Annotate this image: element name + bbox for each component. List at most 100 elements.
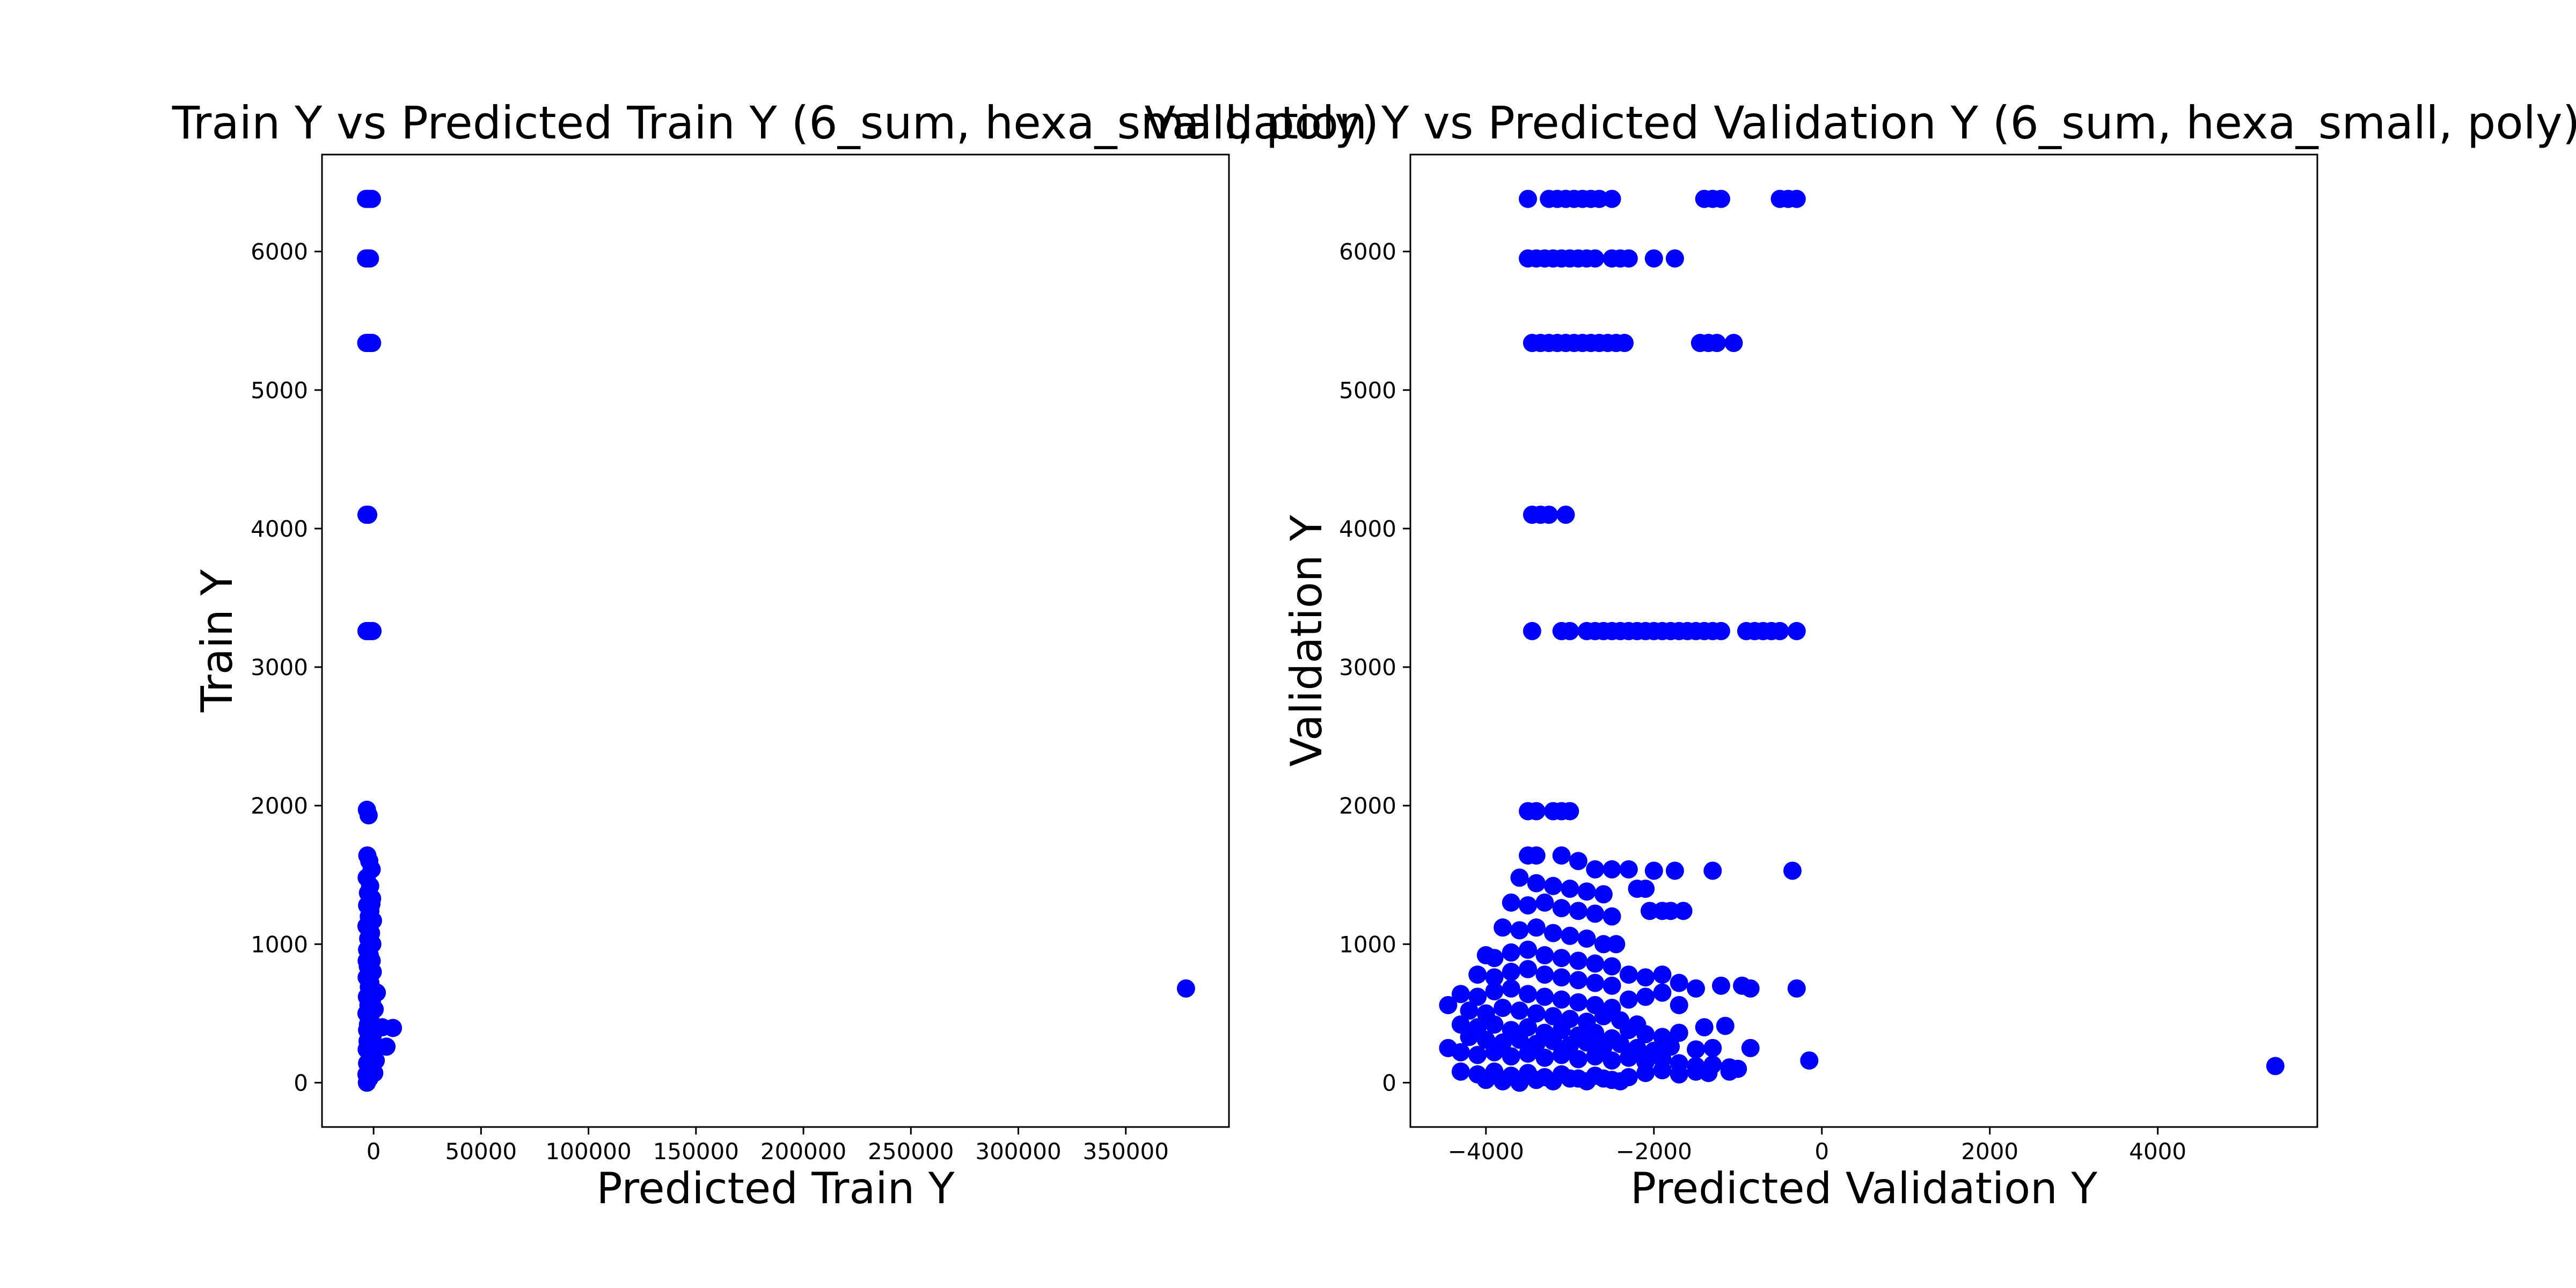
train-y-tick-label: 4000 <box>251 516 308 542</box>
validation-scatter-point <box>1540 506 1558 524</box>
validation-scatter-point <box>1594 885 1613 904</box>
train-x-tick-label: 300000 <box>975 1138 1061 1165</box>
validation-scatter-point <box>1636 968 1655 987</box>
validation-scatter-point <box>1510 921 1529 940</box>
validation-scatter-point <box>1800 1051 1819 1070</box>
validation-scatter-point <box>1552 968 1571 987</box>
validation-scatter-point <box>1535 987 1554 1006</box>
train-scatter-point <box>361 249 379 268</box>
validation-scatter-point <box>1783 861 1802 880</box>
validation-scatter-point <box>1502 962 1520 981</box>
validation-scatter-point <box>1494 999 1512 1018</box>
validation-scatter-point <box>1519 960 1538 978</box>
validation-scatter-point <box>1619 1021 1638 1040</box>
validation-scatter-point <box>1451 1043 1470 1062</box>
validation-scatter-point <box>1485 982 1504 1001</box>
validation-scatter-point <box>1561 880 1579 898</box>
validation-scatter-point <box>1569 971 1587 990</box>
validation-scatter-point <box>1468 1045 1487 1064</box>
validation-y-tick-label: 1000 <box>1339 931 1396 957</box>
validation-x-tick-label: −4000 <box>1448 1138 1524 1165</box>
validation-scatter-point <box>1544 1007 1563 1026</box>
validation-scatter-point <box>1535 965 1554 984</box>
validation-scatter-point <box>1535 893 1554 912</box>
validation-scatter-point <box>1502 979 1520 998</box>
validation-scatter-point <box>1527 918 1546 937</box>
train-x-tick-label: 350000 <box>1083 1138 1169 1165</box>
validation-scatter-point <box>1711 621 1730 640</box>
validation-y-tick-label: 6000 <box>1339 239 1396 265</box>
validation-y-tick-label: 5000 <box>1339 377 1396 404</box>
validation-scatter-point <box>1561 621 1579 640</box>
validation-x-tick-label: 0 <box>1814 1138 1829 1165</box>
validation-scatter-point <box>1770 621 1789 640</box>
validation-scatter-point <box>1476 1071 1495 1089</box>
validation-scatter-point <box>1552 846 1571 865</box>
validation-scatter-point <box>1519 985 1538 1004</box>
validation-scatter-point <box>1687 979 1706 998</box>
validation-scatter-point <box>1485 949 1504 968</box>
validation-scatter-point <box>1527 1071 1546 1089</box>
validation-scatter-point <box>1586 954 1605 973</box>
validation-scatter-point <box>1544 1031 1563 1050</box>
train-scatter-point <box>359 806 378 825</box>
validation-scatter-point <box>1451 1062 1470 1081</box>
validation-scatter-point <box>1519 940 1538 959</box>
validation-scatter-points <box>1439 189 2285 1092</box>
validation-scatter-point <box>1510 868 1529 887</box>
validation-scatter-point <box>1519 189 1538 208</box>
validation-scatter-point <box>1510 1073 1529 1092</box>
validation-scatter-point <box>1653 965 1672 984</box>
validation-scatter-point <box>1561 1069 1579 1088</box>
validation-scatter-point <box>1535 946 1554 964</box>
validation-x-tick-label: −2000 <box>1616 1138 1692 1165</box>
validation-scatter-point <box>1711 976 1730 995</box>
train-x-ticks: 0 50000 100000 150000 200000 250000 300000 3500… <box>367 1127 1169 1165</box>
validation-scatter-point <box>1602 907 1621 926</box>
validation-scatter-point <box>1653 1061 1672 1080</box>
validation-y-axis-label: Validation Y <box>1282 514 1331 766</box>
validation-scatter-point <box>1494 1072 1512 1091</box>
validation-y-tick-label: 0 <box>1382 1070 1396 1096</box>
validation-scatter-point <box>1674 902 1693 920</box>
validation-scatter-point <box>1619 860 1638 879</box>
validation-scatter-point <box>1502 1047 1520 1066</box>
train-scatter-point <box>384 1019 402 1037</box>
validation-scatter-point <box>1687 1040 1706 1059</box>
validation-x-tick-label: 4000 <box>2129 1138 2186 1165</box>
validation-scatter-point <box>1561 802 1579 821</box>
validation-scatter-point <box>1741 1038 1760 1057</box>
validation-scatter-point <box>1590 189 1609 208</box>
validation-scatter-point <box>1636 1025 1655 1044</box>
validation-scatter-point <box>1569 952 1587 970</box>
validation-scatter-point <box>1485 1043 1504 1062</box>
train-x-tick-label: 200000 <box>760 1138 846 1165</box>
validation-scatter-point <box>1561 926 1579 945</box>
validation-scatter-point <box>1510 1001 1529 1020</box>
validation-scatter-point <box>1494 918 1512 937</box>
validation-scatter-point <box>1552 1045 1571 1064</box>
train-y-tick-label: 3000 <box>251 654 308 680</box>
validation-scatter-point <box>1556 506 1575 524</box>
validation-scatter-point <box>1552 990 1571 1009</box>
validation-scatter-point <box>1485 968 1504 987</box>
validation-y-tick-label: 4000 <box>1339 516 1396 542</box>
validation-scatter-point <box>1594 935 1613 954</box>
validation-scatter-point <box>1460 1001 1479 1020</box>
validation-y-ticks: 0 1000 2000 3000 4000 5000 6000 <box>1339 239 1410 1096</box>
validation-scatter-point <box>1519 896 1538 915</box>
validation-chart-title: Validation Y vs Predicted Validation Y (… <box>1145 97 2576 149</box>
validation-scatter-point <box>1787 979 1806 998</box>
validation-scatter-point <box>1703 1038 1722 1057</box>
train-scatter-point <box>358 1015 377 1034</box>
validation-scatter-point <box>1602 976 1621 995</box>
validation-scatter-point <box>1644 249 1663 268</box>
train-scatter-point <box>359 506 378 524</box>
train-chart-title: Train Y vs Predicted Train Y (6_sum, hex… <box>172 97 1379 149</box>
validation-y-tick-label: 2000 <box>1339 793 1396 819</box>
validation-scatter-point <box>1502 893 1520 912</box>
validation-scatter-point <box>1569 1050 1587 1069</box>
validation-scatter-point <box>1510 1030 1529 1049</box>
train-x-tick-label: 50000 <box>445 1138 517 1165</box>
validation-scatter-point <box>1611 1035 1630 1053</box>
